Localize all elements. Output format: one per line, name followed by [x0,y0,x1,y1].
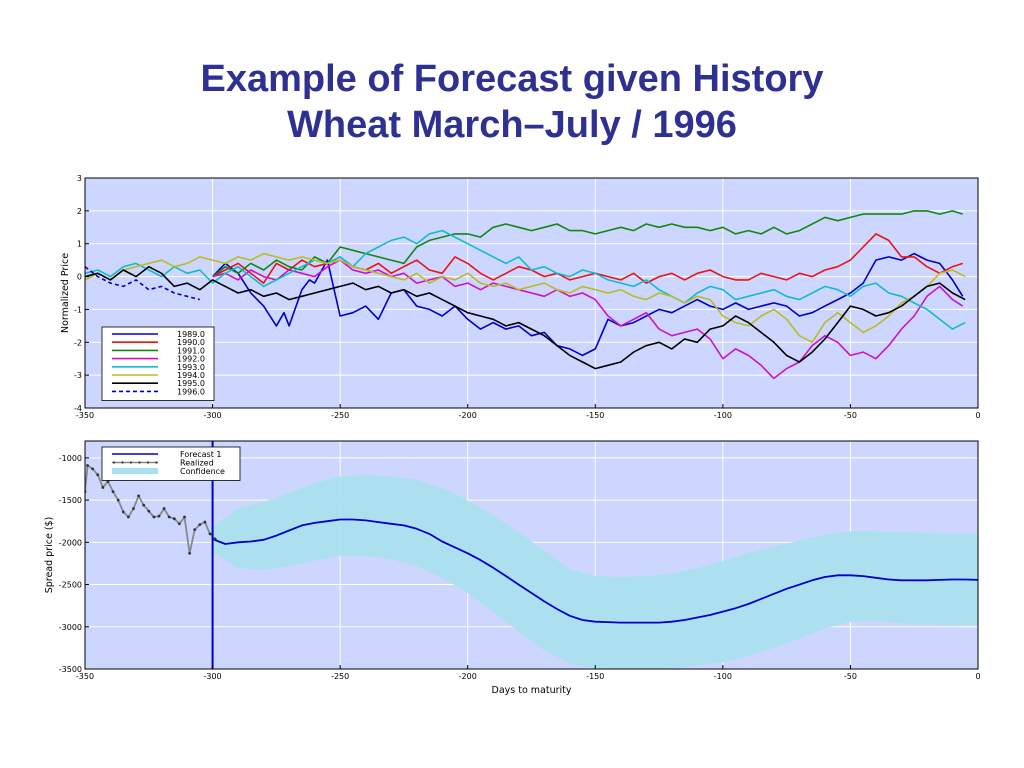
realized-point [111,490,115,494]
x-tick-label: -250 [331,411,349,420]
realized-point [162,507,166,510]
x-tick-label: -350 [76,411,94,420]
slide-title: Example of Forecast given History Wheat … [0,56,1024,148]
legend-label: 1989.0 [177,330,205,339]
y-tick-label: 3 [77,174,82,183]
y-tick-label: -3500 [59,665,82,674]
series-confidence-band [212,474,978,669]
legend-marker [129,461,133,464]
y-tick-label: -1500 [59,496,82,505]
realized-point [172,517,176,521]
plot-area [85,210,966,380]
realized-point [126,515,130,519]
legend-label: 1990.0 [177,338,205,347]
y-tick-label: 0 [77,273,82,282]
realized-point [116,498,120,502]
realized-point [142,503,146,507]
realized-point [96,473,100,477]
x-tick-label: -100 [714,672,732,681]
x-axis-title: Days to maturity [492,685,572,696]
plot-frame [84,177,979,409]
realized-point [183,515,186,519]
x-tick-label: -350 [76,672,94,681]
legend: 1989.01990.01991.01992.01993.01994.01995… [101,326,215,401]
legend-marker [112,461,116,464]
realized-point [137,494,140,498]
realized-point [208,532,212,536]
series-forecast-1-line [212,518,978,624]
y-tick-label: 1 [77,240,82,249]
realized-point [132,507,135,510]
legend-marker [138,461,141,464]
x-tick-label: -100 [714,411,732,420]
realized-point [91,467,95,471]
plot-frame [84,440,979,670]
realized-point [213,537,217,541]
realized-point [121,510,125,514]
y-tick-label: -1000 [59,454,82,463]
realized-point [203,520,207,524]
legend-swatch [112,468,158,474]
y-tick-label: -3000 [59,623,82,632]
legend-label: 1993.0 [177,363,205,372]
realized-point [198,523,202,526]
x-tick-label: -300 [203,411,221,420]
realized-point [167,515,171,519]
x-tick-label: -150 [586,411,604,420]
series-1989-0-line [212,252,964,357]
y-axis-title: Spread price ($) [44,517,55,594]
series-1996-0-line [85,266,201,301]
y-tick-label: -2000 [59,538,82,547]
legend-label: 1991.0 [177,346,205,355]
x-tick-label: -50 [844,672,857,681]
legend-marker [155,461,158,464]
y-tick-label: -2500 [59,581,82,590]
realized-point [86,464,89,467]
series-1994-0-line [85,252,966,344]
y-tick-label: 2 [77,207,82,216]
legend-label: 1996.0 [177,387,205,396]
title-line-2: Wheat March–July / 1996 [287,104,737,146]
forecast-chart: -350 -300 -250 -200 -150 -100 -50 0 -3500 -3000 -2… [44,440,981,696]
legend-label: Forecast 1 [180,450,221,459]
plot-area [85,464,978,669]
realized-point [152,515,156,519]
legend-marker [146,461,150,464]
x-tick-label: -50 [844,411,857,420]
y-tick-label: -3 [74,371,82,380]
history-chart: -350 -300 -250 -200 -150 -100 -50 0 -4 -3 -2 -1 0 1 2 3… [60,174,981,420]
realized-point [188,551,192,555]
legend-box [101,326,215,401]
y-tick-label: -2 [74,338,82,347]
series-1991-0-line [212,210,963,278]
y-tick-label: -4 [74,404,82,413]
realized-point [101,486,105,489]
legend-label: 1995.0 [177,379,205,388]
realized-point [193,528,197,532]
realized-point [147,509,151,513]
legend-label: Realized [180,459,214,468]
realized-point [157,514,161,518]
y-axis-title: Normalized Price [60,253,71,333]
x-tick-label: -300 [203,672,221,681]
x-tick-label: -150 [586,672,604,681]
legend-box [101,446,241,481]
x-tick-label: -200 [459,672,477,681]
realized-point [178,522,181,526]
legend-label: Confidence [180,467,225,476]
title-line-1: Example of Forecast given History [200,58,824,100]
legend-marker [121,461,124,464]
legend-label: 1994.0 [177,371,205,380]
x-tick-label: 0 [975,672,980,681]
x-tick-label: -250 [331,672,349,681]
legend-label: 1992.0 [177,355,205,364]
y-tick-label: -1 [74,305,82,314]
series-1993-0-line [85,229,966,330]
x-tick-label: 0 [975,411,980,420]
x-tick-label: -200 [459,411,477,420]
series-1995-0-line [85,265,966,370]
